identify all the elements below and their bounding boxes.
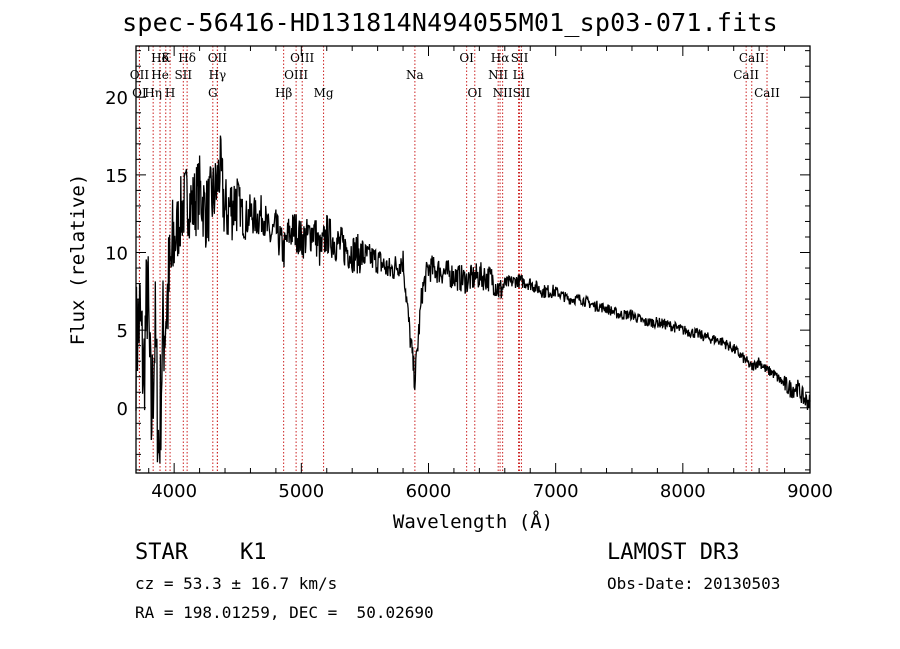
line-marker-label: H	[165, 86, 175, 100]
coordinates: RA = 198.01259, DEC = 50.02690	[135, 603, 434, 622]
plot-frame	[135, 45, 811, 474]
redshift-value: cz = 53.3 ± 16.7 km/s	[135, 574, 338, 593]
x-tick-label: 4000	[151, 481, 197, 502]
line-marker-label: OIII	[284, 68, 308, 82]
line-marker-label: K	[161, 51, 171, 65]
line-marker-label: SII	[511, 51, 529, 65]
line-marker-label: Hη	[144, 86, 162, 100]
line-marker-label: CaII	[733, 68, 759, 82]
axis-tick-labels: 4000 5000 6000 7000 8000 9000 0 5 10 15 20	[105, 88, 833, 502]
y-tick-label: 15	[105, 166, 128, 187]
line-marker-label: OII	[208, 51, 228, 65]
y-tick-label: 10	[105, 244, 128, 265]
line-marker-label: NII	[488, 68, 508, 82]
x-tick-label: 7000	[533, 481, 579, 502]
x-axis-label: Wavelength (Å)	[393, 510, 553, 533]
line-marker-label: G	[208, 86, 218, 100]
y-tick-label: 0	[117, 399, 128, 420]
line-marker-label: OI	[467, 86, 482, 100]
line-marker-label: Hγ	[209, 68, 227, 82]
line-marker-label: Hα	[491, 51, 510, 65]
axis-ticks	[136, 46, 811, 473]
object-subclass: K1	[240, 540, 267, 565]
spectral-line-markers	[138, 46, 768, 473]
spectrum-line	[135, 135, 811, 464]
x-tick-label: 8000	[660, 481, 706, 502]
line-marker-label: Mg	[314, 86, 334, 100]
y-axis-label: Flux (relative)	[67, 174, 89, 346]
line-marker-label: OII	[130, 68, 150, 82]
y-tick-label: 20	[105, 88, 128, 109]
line-marker-label: He	[151, 68, 169, 82]
line-marker-label: SII	[174, 68, 192, 82]
line-marker-label: OIII	[290, 51, 314, 65]
line-marker-label: CaII	[739, 51, 765, 65]
line-marker-label: SII	[513, 86, 531, 100]
line-marker-label: Hδ	[178, 51, 196, 65]
object-class: STAR	[135, 540, 188, 565]
line-marker-label: CaII	[754, 86, 780, 100]
line-marker-label: NII	[493, 86, 513, 100]
observation-date: Obs-Date: 20130503	[607, 574, 781, 593]
survey-name: LAMOST DR3	[607, 540, 740, 565]
line-marker-label: Li	[513, 68, 525, 82]
chart-title: spec-56416-HD131814N494055M01_sp03-071.f…	[122, 8, 778, 37]
line-marker-label: Hδ	[151, 51, 169, 65]
line-marker-label: Na	[406, 68, 424, 82]
line-marker-label: OI	[459, 51, 474, 65]
x-tick-label: 9000	[787, 481, 833, 502]
line-marker-label: Hβ	[275, 86, 292, 100]
x-tick-label: 5000	[278, 481, 324, 502]
y-tick-label: 5	[117, 321, 128, 342]
x-tick-label: 6000	[406, 481, 452, 502]
